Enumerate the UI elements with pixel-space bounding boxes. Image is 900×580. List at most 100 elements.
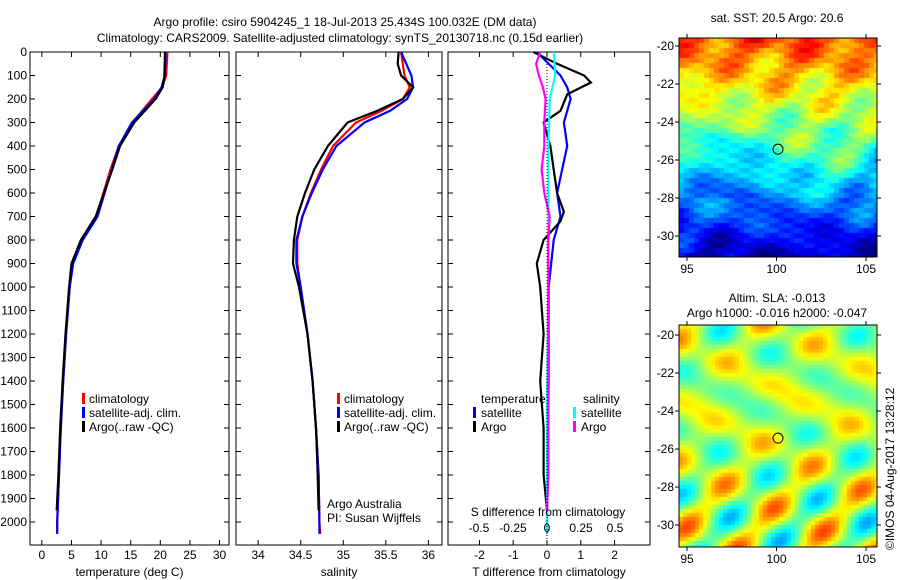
map-lat-label: -30 xyxy=(657,518,675,532)
series-line-climatology xyxy=(296,51,411,534)
s-diff-tick-label: 0.5 xyxy=(607,521,624,535)
diff-legend-swatch xyxy=(473,407,476,418)
diff-legend-label-satellite: satellite xyxy=(581,406,622,420)
s-diff-tick-label: 0.25 xyxy=(569,521,593,535)
y-tick-label: 700 xyxy=(7,210,27,224)
map-lat-label: -26 xyxy=(657,153,675,167)
y-tick-label: 1300 xyxy=(0,351,27,365)
x-axis-label: salinity xyxy=(321,565,358,579)
sst-map xyxy=(679,38,877,257)
legend-swatch-climatology xyxy=(82,393,85,404)
x-tick-label: 10 xyxy=(94,548,108,562)
y-tick-label: 800 xyxy=(7,233,27,247)
map-lat-label: -22 xyxy=(657,366,675,380)
map-lat-label: -22 xyxy=(657,77,675,91)
legend-salinity-heading: salinity xyxy=(583,392,620,406)
x-tick-label: 35.5 xyxy=(374,548,398,562)
sla-map xyxy=(679,325,877,547)
y-tick-label: 1200 xyxy=(0,327,27,341)
x-tick-label: 34.5 xyxy=(289,548,313,562)
series-line-temperature-satellite xyxy=(536,51,572,534)
y-tick-label: 300 xyxy=(7,116,27,130)
credit-line-2: PI: Susan Wijffels xyxy=(327,511,421,525)
y-tick-label: 1400 xyxy=(0,374,27,388)
x-tick-label: 30 xyxy=(213,548,227,562)
map-lat-label: -20 xyxy=(657,39,675,53)
map-lat-label: -20 xyxy=(657,328,675,342)
x-tick-label: 15 xyxy=(124,548,138,562)
title-line-1: Argo profile: csiro 5904245_1 18-Jul-201… xyxy=(154,15,537,29)
y-tick-label: 1100 xyxy=(1,304,27,318)
diff-legend-label-argo: Argo xyxy=(581,420,607,434)
y-tick-label: 2000 xyxy=(0,515,27,529)
s-diff-tick-label: -0.5 xyxy=(469,521,490,535)
y-tick-label: 1800 xyxy=(0,468,27,482)
x-axis-label: temperature (deg C) xyxy=(75,565,183,579)
legend-swatch-satellite xyxy=(82,407,85,418)
plot-frame-0 xyxy=(29,51,230,546)
series-line-temperature-argo xyxy=(533,51,593,511)
map2-title-2: Argo h1000: -0.016 h2000: -0.047 xyxy=(687,306,867,320)
y-tick-label: 500 xyxy=(7,163,27,177)
x-tick-label: 5 xyxy=(68,548,75,562)
series-line-satellite-adj-clim- xyxy=(56,51,167,534)
legend-swatch-satellite xyxy=(337,407,340,418)
footer-timestamp: ©IMOS 04-Aug-2017 13:28:12 xyxy=(883,387,897,550)
x-tick-label: 0 xyxy=(544,548,551,562)
map-lat-label: -28 xyxy=(657,191,675,205)
map1-title: sat. SST: 20.5 Argo: 20.6 xyxy=(711,11,844,25)
plot-frame-2 xyxy=(447,51,651,546)
y-tick-label: 1500 xyxy=(0,398,27,412)
y-tick-label: 1600 xyxy=(0,421,27,435)
y-tick-label: 200 xyxy=(7,92,27,106)
map-lat-label: -24 xyxy=(657,404,675,418)
title-line-2: Climatology: CARS2009. Satellite-adjuste… xyxy=(97,31,583,45)
plot-frame-1 xyxy=(235,51,443,546)
diff-legend-label-satellite: satellite xyxy=(481,406,522,420)
x-tick-label: 20 xyxy=(154,548,168,562)
s-diff-tick-label: -0.25 xyxy=(499,521,527,535)
y-tick-label: 100 xyxy=(7,69,27,83)
x-tick-label: 34 xyxy=(251,548,265,562)
map-lat-label: -26 xyxy=(657,442,675,456)
map-lon-label: 95 xyxy=(680,552,694,566)
map-lon-label: 100 xyxy=(766,552,786,566)
y-tick-label: 0 xyxy=(20,45,27,59)
series-line-salinity-argo xyxy=(534,51,551,511)
x-tick-label: -2 xyxy=(474,548,485,562)
s-diff-axis-label: S difference from climatology xyxy=(471,505,626,519)
map-lat-label: -28 xyxy=(657,480,675,494)
legend-temperature-heading: temperature xyxy=(481,392,546,406)
map-frame xyxy=(678,37,878,258)
y-tick-label: 1700 xyxy=(0,445,27,459)
y-tick-label: 1900 xyxy=(0,492,27,506)
diff-legend-swatch xyxy=(473,421,476,432)
y-tick-label: 900 xyxy=(7,257,27,271)
legend-swatch-argo xyxy=(337,421,340,432)
s-diff-tick-label: 0 xyxy=(544,521,551,535)
x-tick-label: 1 xyxy=(577,548,584,562)
argo-location-marker xyxy=(772,432,784,444)
series-line-argo-raw-qc- xyxy=(291,51,415,511)
x-axis-label: T difference from climatology xyxy=(472,565,626,579)
diff-legend-swatch xyxy=(573,421,576,432)
credit-line-1: Argo Australia xyxy=(327,497,402,511)
x-tick-label: 36 xyxy=(422,548,436,562)
map-lat-label: -24 xyxy=(657,115,675,129)
y-tick-label: 1000 xyxy=(0,280,27,294)
map-lon-label: 100 xyxy=(766,262,786,276)
legend-label-satellite: satellite-adj. clim. xyxy=(89,406,181,420)
diff-legend-swatch xyxy=(573,407,576,418)
argo-location-marker xyxy=(772,143,784,155)
map-lon-label: 95 xyxy=(680,262,694,276)
y-tick-label: 600 xyxy=(7,186,27,200)
x-tick-label: 2 xyxy=(611,548,618,562)
map2-title-1: Altim. SLA: -0.013 xyxy=(729,291,826,305)
map-frame xyxy=(678,324,878,548)
x-tick-label: 0 xyxy=(39,548,46,562)
diff-legend-label-argo: Argo xyxy=(481,420,507,434)
map-lat-label: -30 xyxy=(657,229,675,243)
legend-label-climatology: climatology xyxy=(344,392,404,406)
legend-swatch-climatology xyxy=(337,393,340,404)
